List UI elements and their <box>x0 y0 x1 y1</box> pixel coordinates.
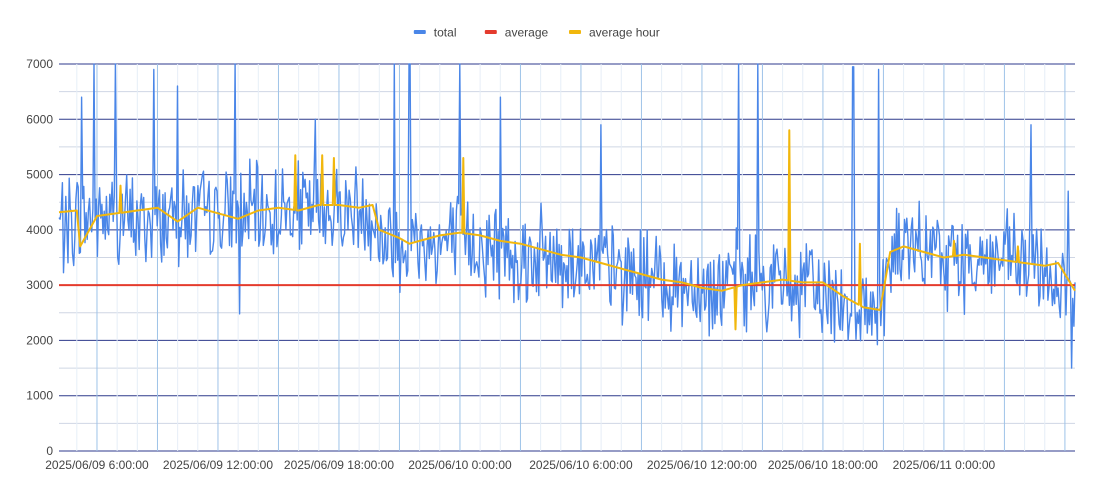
y-tick-label: 7000 <box>26 57 53 71</box>
x-tick-label: 2025/06/11 0:00:00 <box>893 458 996 472</box>
y-tick-label: 3000 <box>26 278 53 292</box>
legend-item[interactable]: total <box>413 26 457 40</box>
legend-label: average hour <box>589 26 660 40</box>
series-line-average-hour <box>58 129 1076 331</box>
x-tick-label: 2025/06/09 12:00:00 <box>163 458 273 472</box>
legend-label: average <box>505 26 549 40</box>
legend-swatch <box>484 30 497 34</box>
legend-item[interactable]: average hour <box>569 26 660 40</box>
y-tick-label: 5000 <box>26 168 53 182</box>
y-tick-label: 2000 <box>26 333 53 347</box>
legend-label: total <box>434 26 457 40</box>
y-tick-label: 0 <box>46 444 53 458</box>
legend-swatch <box>569 30 581 34</box>
x-axis-ticks: 2025/06/09 6:00:00 2025/06/09 12:00:00 202… <box>45 458 995 472</box>
y-tick-label: 4000 <box>26 223 53 237</box>
series-line-total <box>58 63 1076 369</box>
legend-swatch <box>413 30 426 34</box>
series-layer <box>58 63 1076 369</box>
x-tick-label: 2025/06/09 18:00:00 <box>284 458 394 472</box>
y-axis-ticks: 0 1000 2000 3000 4000 5000 6000 7000 <box>26 57 53 458</box>
legend: total average average hour <box>413 26 660 40</box>
x-tick-label: 2025/06/10 6:00:00 <box>529 458 633 472</box>
y-tick-label: 6000 <box>26 112 53 126</box>
x-tick-label: 2025/06/10 12:00:00 <box>647 458 757 472</box>
x-tick-label: 2025/06/10 0:00:00 <box>408 458 512 472</box>
y-tick-label: 1000 <box>26 389 53 403</box>
gridlines <box>59 63 1075 452</box>
x-tick-label: 2025/06/09 6:00:00 <box>45 458 149 472</box>
x-tick-label: 2025/06/10 18:00:00 <box>768 458 878 472</box>
legend-item[interactable]: average <box>484 26 549 40</box>
